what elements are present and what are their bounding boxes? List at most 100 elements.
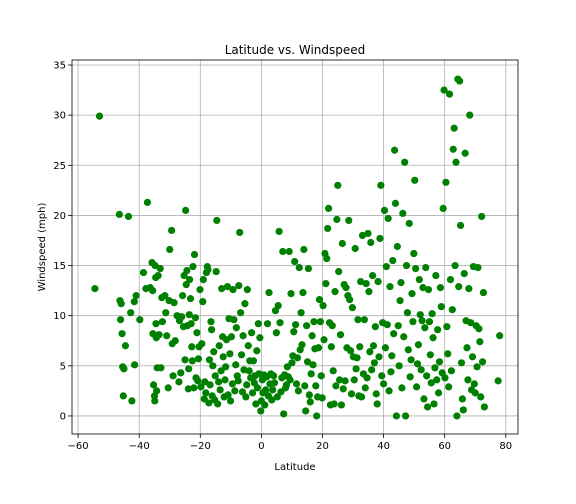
data-point <box>367 239 374 246</box>
data-point <box>127 309 134 316</box>
data-point <box>313 412 320 419</box>
data-point <box>117 316 124 323</box>
data-point <box>389 257 396 264</box>
data-point <box>464 376 471 383</box>
data-point <box>354 316 361 323</box>
data-point <box>457 222 464 229</box>
data-point <box>177 369 184 376</box>
data-point <box>309 332 316 339</box>
data-point <box>445 383 452 390</box>
data-point <box>421 324 428 331</box>
data-point <box>430 400 437 407</box>
data-point <box>303 322 310 329</box>
data-point <box>208 326 215 333</box>
data-point <box>155 272 162 279</box>
data-point <box>436 358 443 365</box>
data-point <box>365 288 372 295</box>
data-point <box>377 182 384 189</box>
data-point <box>265 289 272 296</box>
data-point <box>250 357 257 364</box>
y-tick-label: 20 <box>53 211 66 222</box>
data-point <box>237 309 244 316</box>
data-point <box>291 258 298 265</box>
data-point <box>286 248 293 255</box>
data-point <box>288 359 295 366</box>
data-point <box>427 351 434 358</box>
data-point <box>276 228 283 235</box>
y-tick-label: 15 <box>53 261 66 272</box>
data-point <box>424 403 431 410</box>
data-point <box>368 366 375 373</box>
data-point <box>373 390 380 397</box>
data-point <box>478 213 485 220</box>
data-point <box>166 246 173 253</box>
data-point <box>199 298 206 305</box>
data-point <box>287 290 294 297</box>
data-point <box>346 296 353 303</box>
data-point <box>192 314 199 321</box>
data-point <box>358 393 365 400</box>
y-tick-label: 30 <box>53 111 66 122</box>
data-point <box>441 374 448 381</box>
data-point <box>215 378 222 385</box>
data-point <box>298 341 305 348</box>
data-point <box>206 381 213 388</box>
data-point <box>334 182 341 189</box>
data-point <box>300 246 307 253</box>
data-point <box>128 397 135 404</box>
data-point <box>118 300 125 307</box>
data-point <box>308 370 315 377</box>
data-point <box>217 386 224 393</box>
data-point <box>188 343 195 350</box>
data-point <box>228 333 235 340</box>
data-point <box>270 372 277 379</box>
data-point <box>175 378 182 385</box>
data-point <box>236 229 243 236</box>
data-point <box>342 284 349 291</box>
data-point <box>255 320 262 327</box>
data-point <box>310 318 317 325</box>
data-point <box>133 292 140 299</box>
data-point <box>395 322 402 329</box>
data-point <box>159 318 166 325</box>
data-point <box>471 380 478 387</box>
y-tick-label: 5 <box>60 361 66 372</box>
data-point <box>392 200 399 207</box>
data-point <box>446 90 453 97</box>
x-tick-label: −40 <box>129 441 150 452</box>
data-point <box>273 329 280 336</box>
data-point <box>413 383 420 390</box>
data-point <box>264 320 271 327</box>
data-point <box>363 374 370 381</box>
data-point <box>416 276 423 283</box>
chart-title: Latitude vs. Windspeed <box>225 43 366 57</box>
y-tick-label: 25 <box>53 161 66 172</box>
data-point <box>423 372 430 379</box>
data-point <box>449 306 456 313</box>
x-tick-label: 40 <box>377 441 390 452</box>
data-point <box>152 320 159 327</box>
data-point <box>196 286 203 293</box>
data-point <box>195 355 202 362</box>
data-point <box>96 113 103 120</box>
data-point <box>298 309 305 316</box>
data-point <box>245 342 252 349</box>
x-tick-label: 20 <box>316 441 329 452</box>
data-point <box>374 278 381 285</box>
data-point <box>190 384 197 391</box>
data-point <box>356 343 363 350</box>
data-point <box>455 283 462 290</box>
data-point <box>366 348 373 355</box>
data-point <box>426 318 433 325</box>
data-point <box>349 304 356 311</box>
data-point <box>352 245 359 252</box>
data-point <box>122 342 129 349</box>
data-point <box>495 377 502 384</box>
data-point <box>404 309 411 316</box>
data-point <box>301 382 308 389</box>
data-point <box>407 373 414 380</box>
data-point <box>238 351 245 358</box>
data-point <box>233 324 240 331</box>
data-point <box>387 368 394 375</box>
